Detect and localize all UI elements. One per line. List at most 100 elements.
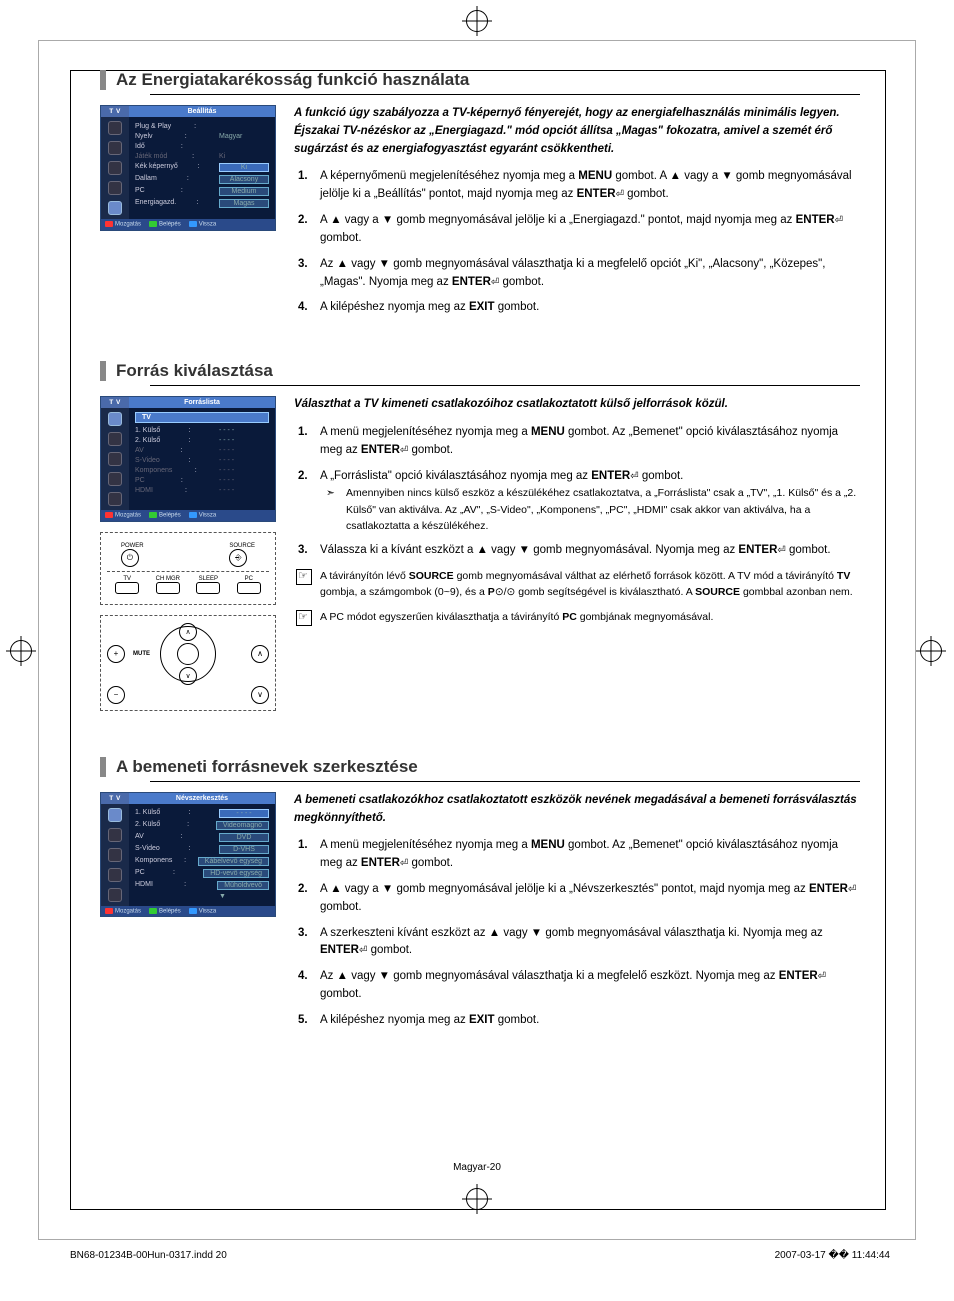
- remote-chmgr-label: CH MGR: [156, 576, 180, 582]
- osd-icon: [108, 472, 122, 486]
- step-item: Az ▲ vagy ▼ gomb megnyomásával választha…: [294, 968, 860, 1004]
- step-item: A menü megjelenítéséhez nyomja meg a MEN…: [294, 837, 860, 873]
- vol-down-icon: −: [107, 686, 125, 704]
- section-energy-saving: Az Energiatakarékosság funkció használat…: [100, 70, 860, 325]
- section-title: Az Energiatakarékosság funkció használat…: [100, 70, 860, 90]
- osd-row: Játék mód:Ki: [135, 151, 269, 161]
- osd-footer-item: Mozgatás: [105, 512, 141, 519]
- section-intro: A funkció úgy szabályozza a TV-képernyő …: [294, 105, 860, 158]
- osd-row: S-Video:- - - -: [135, 455, 269, 465]
- osd-icon: [108, 121, 122, 135]
- remote-illustration-top: POWER⏻ SOURCE⎆ TV CH MGR SLEEP PC: [100, 532, 276, 605]
- osd-tv-label: T V: [101, 106, 129, 117]
- osd-row: HDMI:Műholdvevő: [135, 880, 269, 892]
- remote-pc-label: PC: [237, 576, 261, 582]
- osd-row: 1. Külső:- - - -: [135, 425, 269, 435]
- pc-button-icon: [237, 582, 261, 594]
- osd-icon-active: [108, 412, 122, 426]
- osd-rows: Plug & Play:Nyelv:MagyarIdő:Játék mód:Ki…: [129, 117, 275, 219]
- osd-row: Nyelv:Magyar: [135, 131, 269, 141]
- section-title: Forrás kiválasztása: [100, 361, 860, 381]
- osd-icon: [108, 141, 122, 155]
- remote-power-label: POWER: [121, 543, 144, 549]
- registration-mark: [920, 640, 942, 662]
- osd-row: PC:HD-vevő egység: [135, 868, 269, 880]
- steps-list: A menü megjelenítéséhez nyomja meg a MEN…: [294, 837, 860, 1029]
- osd-row: S-Video:D-VHS: [135, 844, 269, 856]
- osd-row: Komponens:Kábelvevő egység: [135, 856, 269, 868]
- osd-row: ▼: [135, 892, 269, 902]
- power-button-icon: ⏻: [121, 549, 139, 567]
- section-title: A bemeneti forrásnevek szerkesztése: [100, 757, 860, 777]
- osd-footer: MozgatásBelépésVissza: [101, 510, 275, 521]
- nav-up-icon: ∧: [179, 623, 197, 641]
- osd-row: Komponens:- - - -: [135, 465, 269, 475]
- osd-row: Dallam:Alacsony: [135, 173, 269, 185]
- remote-illustration-nav: + MUTE ∧ ∨ ∧ − ∨: [100, 615, 276, 711]
- sleep-button-icon: [196, 582, 220, 594]
- osd-row: PC:- - - -: [135, 475, 269, 485]
- osd-row: HDMI:- - - -: [135, 485, 269, 495]
- step-item: Válassza ki a kívánt eszközt a ▲ vagy ▼ …: [294, 542, 860, 560]
- osd-row: Kék képernyő:Ki: [135, 161, 269, 173]
- registration-mark: [10, 640, 32, 662]
- osd-icon-active: [108, 808, 122, 822]
- page-number: Magyar-20: [0, 1162, 954, 1173]
- remote-tv-label: TV: [115, 576, 139, 582]
- osd-row: 2. Külső:- - - -: [135, 435, 269, 445]
- osd-row: Idő:: [135, 141, 269, 151]
- section-rule: [150, 781, 860, 782]
- osd-icon: [108, 432, 122, 446]
- section-source-select: Forrás kiválasztása T V Forráslista: [100, 361, 860, 721]
- osd-footer-item: Mozgatás: [105, 221, 141, 228]
- page-content: Az Energiatakarékosság funkció használat…: [100, 70, 860, 1074]
- remote-note: A PC módot egyszerűen kiválaszthatja a t…: [294, 609, 860, 625]
- step-item: A „Forráslista" opció kiválasztásához ny…: [294, 468, 860, 535]
- osd-footer: Mozgatás Belépés Vissza: [101, 219, 275, 230]
- osd-tab-icons: [101, 408, 129, 510]
- osd-header-title: Beállítás: [129, 106, 275, 117]
- osd-menu-sourcelist: T V Forráslista TV 1. Kü: [100, 396, 276, 522]
- osd-row: Plug & Play:: [135, 121, 269, 131]
- section-rule: [150, 385, 860, 386]
- section-intro: Választhat a TV kimeneti csatlakozóihoz …: [294, 396, 860, 414]
- osd-row: AV:DVD: [135, 832, 269, 844]
- step-item: A szerkeszteni kívánt eszközt az ▲ vagy …: [294, 925, 860, 961]
- nav-enter-icon: [177, 643, 199, 665]
- source-button-icon: ⎆: [229, 549, 247, 567]
- section-intro: A bemeneti csatlakozókhoz csatlakoztatot…: [294, 792, 860, 828]
- osd-row: Energiagazd.:Magas: [135, 197, 269, 209]
- osd-footer-item: Belépés: [149, 908, 181, 915]
- osd-icon: [108, 181, 122, 195]
- osd-icon: [108, 848, 122, 862]
- remote-source-label: SOURCE: [229, 543, 255, 549]
- osd-icon: [108, 868, 122, 882]
- vol-up-icon: +: [107, 645, 125, 663]
- registration-mark: [466, 10, 488, 32]
- osd-footer-item: Belépés: [149, 221, 181, 228]
- print-footer: BN68-01234B-00Hun-0317.indd 20 2007-03-1…: [70, 1250, 890, 1261]
- step-item: A képernyőmenü megjelenítéséhez nyomja m…: [294, 168, 860, 204]
- step-item: Az ▲ vagy ▼ gomb megnyomásával választha…: [294, 256, 860, 292]
- nav-wheel-icon: MUTE ∧ ∨: [160, 626, 216, 682]
- osd-selected-source: TV: [135, 412, 269, 423]
- osd-row: 1. Külső:- - - -: [135, 808, 269, 820]
- chmgr-button-icon: [156, 582, 180, 594]
- osd-rows: TV 1. Külső:- - - -2. Külső:- - - -AV:- …: [129, 408, 275, 510]
- osd-tab-icons: [101, 804, 129, 906]
- step-item: A ▲ vagy a ▼ gomb megnyomásával jelölje …: [294, 881, 860, 917]
- step-item: A kilépéshez nyomja meg az EXIT gombot.: [294, 299, 860, 317]
- step-item: A ▲ vagy a ▼ gomb megnyomásával jelölje …: [294, 212, 860, 248]
- remote-note: A távirányítón lévő SOURCE gomb megnyomá…: [294, 568, 860, 601]
- osd-footer-item: Belépés: [149, 512, 181, 519]
- osd-icon: [108, 492, 122, 506]
- osd-footer-item: Vissza: [189, 221, 217, 228]
- osd-icon-active: [108, 201, 122, 215]
- osd-footer: MozgatásBelépésVissza: [101, 906, 275, 917]
- osd-header-title: Névszerkesztés: [129, 793, 275, 804]
- ch-down-icon: ∨: [251, 686, 269, 704]
- note: Amennyiben nincs külső eszköz a készülék…: [320, 485, 860, 534]
- nav-down-icon: ∨: [179, 667, 197, 685]
- osd-icon: [108, 161, 122, 175]
- osd-footer-item: Mozgatás: [105, 908, 141, 915]
